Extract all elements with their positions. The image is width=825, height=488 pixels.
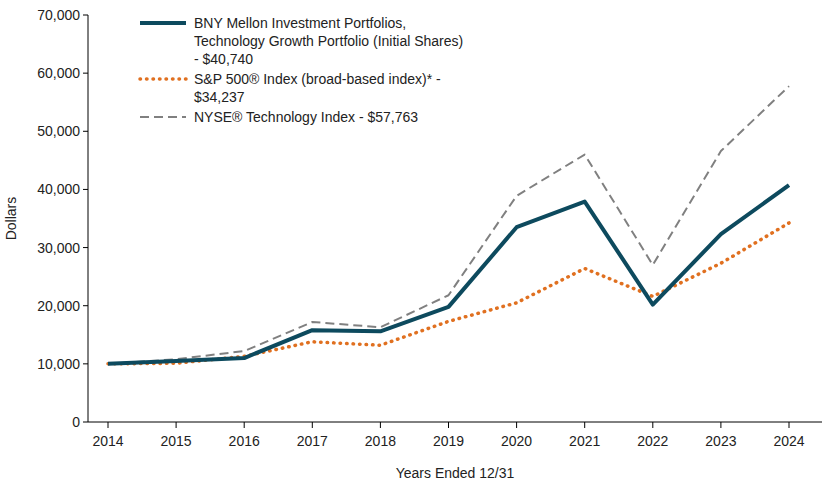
y-tick xyxy=(83,247,88,248)
legend-label: S&P 500® Index (broad-based index)* -$34… xyxy=(194,71,441,105)
y-tick-label: 70,000 xyxy=(37,7,80,23)
x-axis-label: Years Ended 12/31 xyxy=(396,465,515,481)
legend-swatch xyxy=(140,116,186,118)
y-tick xyxy=(83,363,88,364)
series-line xyxy=(108,185,789,364)
y-tick xyxy=(83,189,88,190)
x-tick-label: 2023 xyxy=(705,433,736,449)
x-tick xyxy=(380,422,381,428)
x-axis-line xyxy=(88,422,822,423)
x-tick-label: 2015 xyxy=(161,433,192,449)
y-tick-label: 20,000 xyxy=(37,298,80,314)
x-tick xyxy=(176,422,177,428)
x-tick-label: 2016 xyxy=(229,433,260,449)
x-tick xyxy=(789,422,790,428)
plot-area xyxy=(108,86,789,364)
y-tick xyxy=(83,422,88,423)
legend-swatch xyxy=(140,77,186,81)
x-tick xyxy=(516,422,517,428)
y-tick xyxy=(83,73,88,74)
y-tick-label: 30,000 xyxy=(37,240,80,256)
x-tick xyxy=(652,422,653,428)
x-tick xyxy=(448,422,449,428)
x-tick xyxy=(108,422,109,428)
x-tick-label: 2018 xyxy=(365,433,396,449)
y-tick xyxy=(83,131,88,132)
x-tick-label: 2017 xyxy=(297,433,328,449)
x-tick-label: 2019 xyxy=(433,433,464,449)
y-tick-label: 0 xyxy=(72,414,80,430)
y-tick-label: 50,000 xyxy=(37,123,80,139)
x-tick-label: 2024 xyxy=(773,433,804,449)
y-tick-label: 10,000 xyxy=(37,356,80,372)
x-tick xyxy=(584,422,585,428)
legend: BNY Mellon Investment Portfolios,Technol… xyxy=(140,15,463,125)
series-line xyxy=(108,86,789,364)
y-tick-label: 40,000 xyxy=(37,181,80,197)
x-tick xyxy=(312,422,313,428)
legend-label: BNY Mellon Investment Portfolios,Technol… xyxy=(194,15,463,67)
x-tick-label: 2021 xyxy=(569,433,600,449)
y-axis-line xyxy=(88,15,89,422)
legend-swatch xyxy=(140,21,186,25)
legend-label: NYSE® Technology Index - $57,763 xyxy=(194,109,418,125)
x-tick xyxy=(720,422,721,428)
series-line xyxy=(108,223,789,364)
y-tick xyxy=(83,305,88,306)
y-axis-label: Dollars xyxy=(3,197,19,241)
x-tick-label: 2014 xyxy=(92,433,123,449)
y-tick-label: 60,000 xyxy=(37,65,80,81)
y-tick xyxy=(83,15,88,16)
x-tick-label: 2020 xyxy=(501,433,532,449)
x-tick-label: 2022 xyxy=(637,433,668,449)
chart: 0 10,000 20,000 30,000 40,000 50,000 60,000 70,… xyxy=(0,0,825,488)
x-tick xyxy=(244,422,245,428)
